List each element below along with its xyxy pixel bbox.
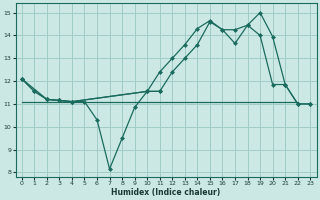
X-axis label: Humidex (Indice chaleur): Humidex (Indice chaleur): [111, 188, 221, 197]
